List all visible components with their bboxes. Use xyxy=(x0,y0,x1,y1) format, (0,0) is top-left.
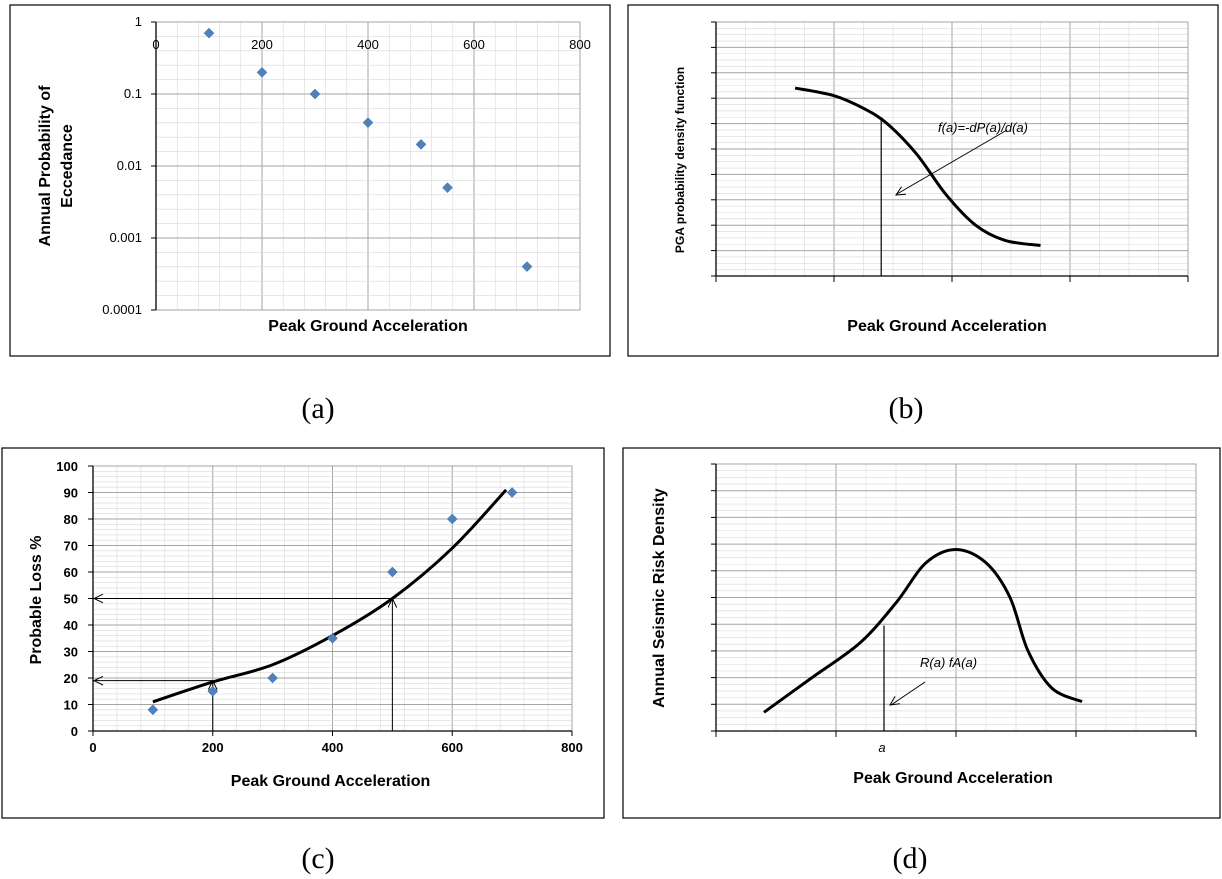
chart-d: R(a) fA(a) a Peak Ground Acceleration Annua… xyxy=(651,463,1197,787)
data-point-marker xyxy=(442,182,453,194)
arrow-head xyxy=(889,696,900,706)
data-point-marker xyxy=(362,117,374,129)
y-tick-label: 50 xyxy=(64,592,78,607)
data-point-marker xyxy=(203,27,215,39)
x-axis-label: Peak Ground Acceleration xyxy=(268,318,467,335)
y-tick-label: 40 xyxy=(64,618,78,633)
chart-c: 0 200 400 600 800 0 10 20 30 40 50 60 70 80 90 100 Peak … xyxy=(28,459,583,790)
caption-c: (c) xyxy=(301,842,334,875)
y-tick-label: 0.001 xyxy=(109,230,142,245)
x-axis-label: Peak Ground Acceleration xyxy=(231,773,430,790)
data-point-marker xyxy=(415,138,427,150)
x-axis-label: Peak Ground Acceleration xyxy=(853,770,1052,787)
chart-b: f(a)=-dP(a)/d(a) Peak Ground Acceleration… xyxy=(673,21,1189,335)
data-point-marker xyxy=(446,513,458,525)
x-tick-label: 400 xyxy=(322,740,344,755)
y-tick-label: 70 xyxy=(64,539,78,554)
arrow-head xyxy=(92,593,104,604)
density-curve xyxy=(794,86,1041,248)
y-axis-label: PGA probability density function xyxy=(673,67,687,253)
y-tick-label: 0 xyxy=(71,724,78,739)
annotation-label: R(a) fA(a) xyxy=(920,655,977,670)
arrow-head xyxy=(92,675,104,686)
y-axis-label: Annual Probability of xyxy=(37,85,54,247)
data-point-marker xyxy=(327,632,338,644)
y-tick-label: 30 xyxy=(64,645,78,660)
y-tick-label: 60 xyxy=(64,565,78,580)
y-tick-label: 100 xyxy=(56,459,78,474)
y-tick-label: 80 xyxy=(64,512,78,527)
data-point-marker xyxy=(256,66,268,78)
x-tick-label: 0 xyxy=(152,37,159,52)
x-tick-label: 800 xyxy=(569,37,591,52)
annotation-arrow xyxy=(896,129,1008,195)
x-tick-label: 600 xyxy=(463,37,485,52)
data-point-marker xyxy=(387,566,398,578)
arrow-head xyxy=(895,186,907,196)
y-axis-label: Eccedance xyxy=(59,124,76,208)
annotation-label: f(a)=-dP(a)/d(a) xyxy=(938,120,1028,135)
y-tick-label: 0.1 xyxy=(124,86,142,101)
x-tick-label: 200 xyxy=(202,740,224,755)
caption-d: (d) xyxy=(893,842,928,875)
caption-a: (a) xyxy=(301,392,334,425)
panel-c-frame xyxy=(1,447,605,819)
risk-density-curve xyxy=(763,547,1083,714)
panel-d-frame xyxy=(622,447,1221,819)
chart-a: 0 200 400 600 800 1 0.1 0.01 0.001 0.0001 Peak Gro… xyxy=(37,14,591,335)
data-point-marker xyxy=(506,487,518,498)
y-tick-label: 10 xyxy=(64,698,78,713)
x-axis-label: Peak Ground Acceleration xyxy=(847,318,1046,335)
x-tick-label: 200 xyxy=(251,37,273,52)
y-tick-label: 20 xyxy=(64,671,78,686)
y-axis-label: Probable Loss % xyxy=(28,536,45,665)
y-tick-label: 0.0001 xyxy=(102,302,142,317)
x-tick-label: 0 xyxy=(89,740,96,755)
x-marker-label: a xyxy=(878,740,885,755)
data-point-marker xyxy=(207,685,219,697)
x-tick-label: 400 xyxy=(357,37,379,52)
data-point-marker xyxy=(147,704,159,716)
x-tick-label: 600 xyxy=(441,740,463,755)
annotation-arrow xyxy=(890,681,926,706)
data-point-marker xyxy=(267,672,278,684)
x-tick-label: 800 xyxy=(561,740,583,755)
data-point-marker xyxy=(521,261,533,273)
data-point-marker xyxy=(309,88,321,100)
y-axis-label: Annual Seismic Risk Density xyxy=(651,488,668,708)
y-tick-label: 90 xyxy=(64,486,78,501)
caption-b: (b) xyxy=(889,392,924,425)
y-tick-label: 1 xyxy=(135,14,142,29)
y-tick-label: 0.01 xyxy=(117,158,142,173)
